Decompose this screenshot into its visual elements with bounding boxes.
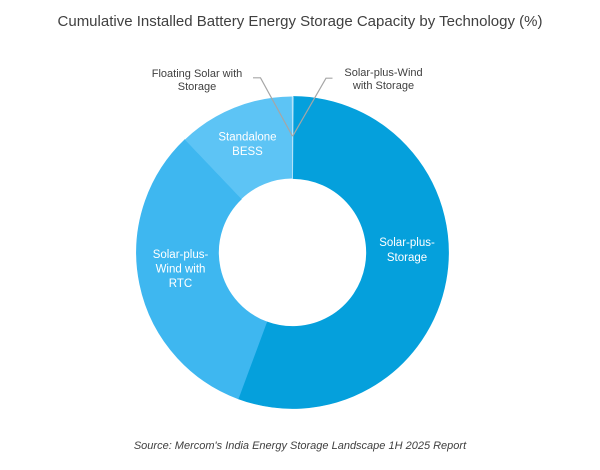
- svg-text:Wind with: Wind with: [156, 264, 206, 276]
- svg-text:BESS: BESS: [232, 146, 263, 158]
- svg-text:Solar-plus-Wind: Solar-plus-Wind: [344, 67, 422, 79]
- svg-text:RTC: RTC: [169, 278, 192, 290]
- svg-text:Standalone: Standalone: [218, 132, 276, 144]
- svg-text:Source: Mercom's India Energy: Source: Mercom's India Energy Storage La…: [134, 440, 467, 452]
- svg-text:Solar-plus-: Solar-plus-: [153, 249, 209, 261]
- svg-text:Storage: Storage: [178, 81, 217, 93]
- svg-text:Solar-plus-: Solar-plus-: [379, 237, 435, 249]
- svg-text:Cumulative Installed Battery E: Cumulative Installed Battery Energy Stor…: [58, 13, 543, 30]
- svg-text:Storage: Storage: [387, 252, 427, 264]
- svg-text:with Storage: with Storage: [352, 80, 414, 92]
- svg-text:Floating Solar with: Floating Solar with: [152, 68, 243, 80]
